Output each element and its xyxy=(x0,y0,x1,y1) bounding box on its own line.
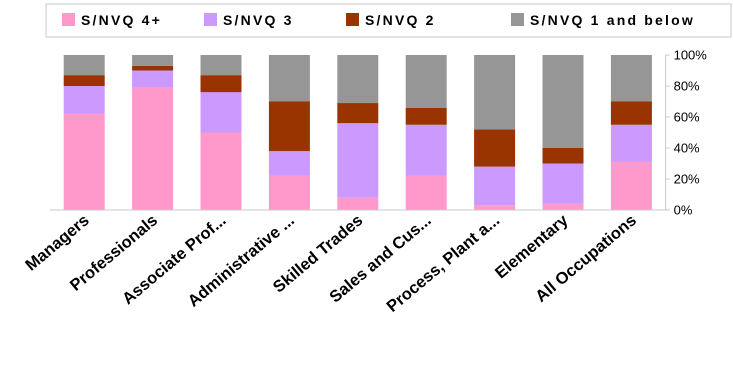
bar-segment-sales-and-cus-s-nvq-3 xyxy=(405,124,447,176)
legend-swatch-s-nvq-4 xyxy=(62,13,75,26)
y-tick-label: 20% xyxy=(674,172,700,187)
legend-swatch-s-nvq-3 xyxy=(204,13,217,26)
bar-segment-managers-s-nvq-2 xyxy=(63,75,105,86)
x-tick-label-managers: Managers xyxy=(22,211,93,274)
legend-swatch-s-nvq-1-and-below xyxy=(511,13,524,26)
bar-segment-elementary-s-nvq-2 xyxy=(542,148,584,164)
bar-segment-professionals-s-nvq-2 xyxy=(132,65,174,71)
x-tick-label-process-plant-a: Process, Plant a... xyxy=(383,211,503,316)
bar-segment-elementary-s-nvq-4 xyxy=(542,203,584,210)
bars-group xyxy=(63,55,652,210)
bar-segment-all-occupations-s-nvq-4 xyxy=(610,161,652,210)
bar-segment-sales-and-cus-s-nvq-2 xyxy=(405,107,447,125)
bar-segment-administrative-s-nvq-1-and-below xyxy=(268,55,310,102)
bar-segment-administrative-s-nvq-3 xyxy=(268,151,310,176)
bar-segment-all-occupations-s-nvq-3 xyxy=(610,124,652,162)
bar-segment-all-occupations-s-nvq-2 xyxy=(610,101,652,125)
y-tick-label: 40% xyxy=(674,141,700,156)
bar-segment-sales-and-cus-s-nvq-1-and-below xyxy=(405,55,447,108)
y-tick-label: 60% xyxy=(674,110,700,125)
bar-segment-managers-s-nvq-3 xyxy=(63,86,105,114)
y-tick-label: 80% xyxy=(674,79,700,94)
bar-segment-associate-prof-s-nvq-3 xyxy=(200,92,242,133)
bar-segment-professionals-s-nvq-4 xyxy=(132,87,174,210)
bar-segment-associate-prof-s-nvq-2 xyxy=(200,75,242,93)
bar-segment-process-plant-a-s-nvq-1-and-below xyxy=(474,55,516,130)
bar-segment-skilled-trades-s-nvq-4 xyxy=(337,197,379,210)
legend-label-s-nvq-3: S/NVQ 3 xyxy=(223,12,294,28)
bar-segment-skilled-trades-s-nvq-2 xyxy=(337,103,379,124)
bar-segment-all-occupations-s-nvq-1-and-below xyxy=(610,55,652,102)
y-tick-label: 0% xyxy=(674,203,693,218)
bar-segment-administrative-s-nvq-4 xyxy=(268,175,310,210)
legend-swatch-s-nvq-2 xyxy=(346,13,359,26)
bar-segment-managers-s-nvq-1-and-below xyxy=(63,55,105,76)
bar-segment-process-plant-a-s-nvq-3 xyxy=(474,166,516,206)
legend-label-s-nvq-4: S/NVQ 4+ xyxy=(81,12,162,28)
y-tick-label: 100% xyxy=(674,48,708,63)
bar-segment-sales-and-cus-s-nvq-4 xyxy=(405,175,447,210)
y-axis: 0% 20% 40% 60% 80% 100% xyxy=(50,48,707,218)
bar-segment-professionals-s-nvq-3 xyxy=(132,70,174,88)
bar-segment-elementary-s-nvq-3 xyxy=(542,163,584,204)
bar-segment-administrative-s-nvq-2 xyxy=(268,101,310,152)
bar-segment-process-plant-a-s-nvq-2 xyxy=(474,129,516,167)
bar-segment-professionals-s-nvq-1-and-below xyxy=(132,55,174,66)
bar-segment-skilled-trades-s-nvq-3 xyxy=(337,123,379,198)
bar-segment-skilled-trades-s-nvq-1-and-below xyxy=(337,55,379,104)
legend-label-s-nvq-2: S/NVQ 2 xyxy=(365,12,436,28)
bar-segment-process-plant-a-s-nvq-4 xyxy=(474,205,516,210)
bar-segment-elementary-s-nvq-1-and-below xyxy=(542,55,584,148)
legend-label-s-nvq-1-and-below: S/NVQ 1 and below xyxy=(530,12,695,28)
bar-segment-managers-s-nvq-4 xyxy=(63,113,105,210)
bar-segment-associate-prof-s-nvq-1-and-below xyxy=(200,55,242,76)
bar-segment-associate-prof-s-nvq-4 xyxy=(200,132,242,210)
chart-legend: S/NVQ 4+ S/NVQ 3 S/NVQ 2 S/NVQ 1 and below xyxy=(45,3,732,38)
legend-box xyxy=(45,3,732,38)
